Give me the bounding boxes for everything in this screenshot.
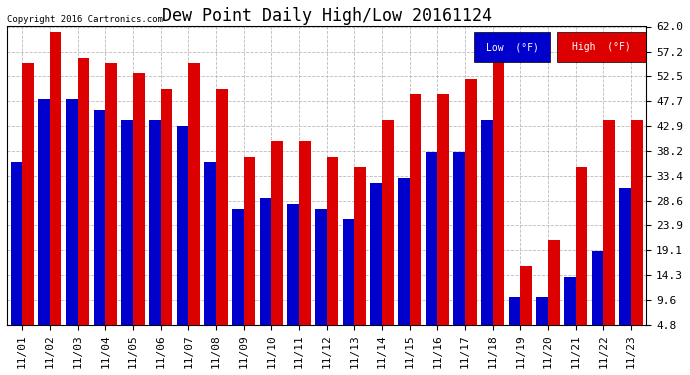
Bar xyxy=(548,240,560,350)
Text: Low  (°F): Low (°F) xyxy=(486,42,538,52)
Bar xyxy=(149,120,161,350)
Bar xyxy=(121,120,133,350)
Bar xyxy=(271,141,283,350)
Bar xyxy=(631,120,643,350)
Bar xyxy=(77,58,89,350)
Text: High  (°F): High (°F) xyxy=(572,42,631,52)
Bar xyxy=(299,141,310,350)
Bar xyxy=(315,209,326,350)
Bar xyxy=(50,32,61,350)
Text: Copyright 2016 Cartronics.com: Copyright 2016 Cartronics.com xyxy=(7,15,163,24)
Bar xyxy=(592,251,604,350)
Bar xyxy=(287,204,299,350)
FancyBboxPatch shape xyxy=(474,33,551,62)
Bar xyxy=(398,178,410,350)
Bar xyxy=(382,120,393,350)
Bar xyxy=(232,209,244,350)
Bar xyxy=(177,126,188,350)
Bar xyxy=(493,53,504,350)
Bar xyxy=(355,167,366,350)
Bar xyxy=(536,297,548,350)
Bar xyxy=(575,167,587,350)
Bar xyxy=(216,89,228,350)
Bar xyxy=(453,152,465,350)
Bar xyxy=(465,79,477,350)
Bar xyxy=(604,120,615,350)
Bar xyxy=(437,94,449,350)
Bar xyxy=(204,162,216,350)
Bar xyxy=(105,63,117,350)
Bar xyxy=(22,63,34,350)
Bar xyxy=(371,183,382,350)
Bar xyxy=(481,120,493,350)
Bar xyxy=(66,99,77,350)
Bar xyxy=(326,157,338,350)
Bar xyxy=(133,74,144,350)
Bar xyxy=(188,63,200,350)
Bar xyxy=(161,89,172,350)
Bar xyxy=(426,152,437,350)
Bar xyxy=(564,277,575,350)
Bar xyxy=(620,188,631,350)
Bar xyxy=(259,198,271,350)
Bar xyxy=(343,219,355,350)
FancyBboxPatch shape xyxy=(557,33,647,62)
Bar xyxy=(520,266,532,350)
Title: Dew Point Daily High/Low 20161124: Dew Point Daily High/Low 20161124 xyxy=(161,7,492,25)
Bar xyxy=(410,94,422,350)
Bar xyxy=(244,157,255,350)
Bar xyxy=(38,99,50,350)
Bar xyxy=(509,297,520,350)
Bar xyxy=(94,110,105,350)
Bar xyxy=(10,162,22,350)
